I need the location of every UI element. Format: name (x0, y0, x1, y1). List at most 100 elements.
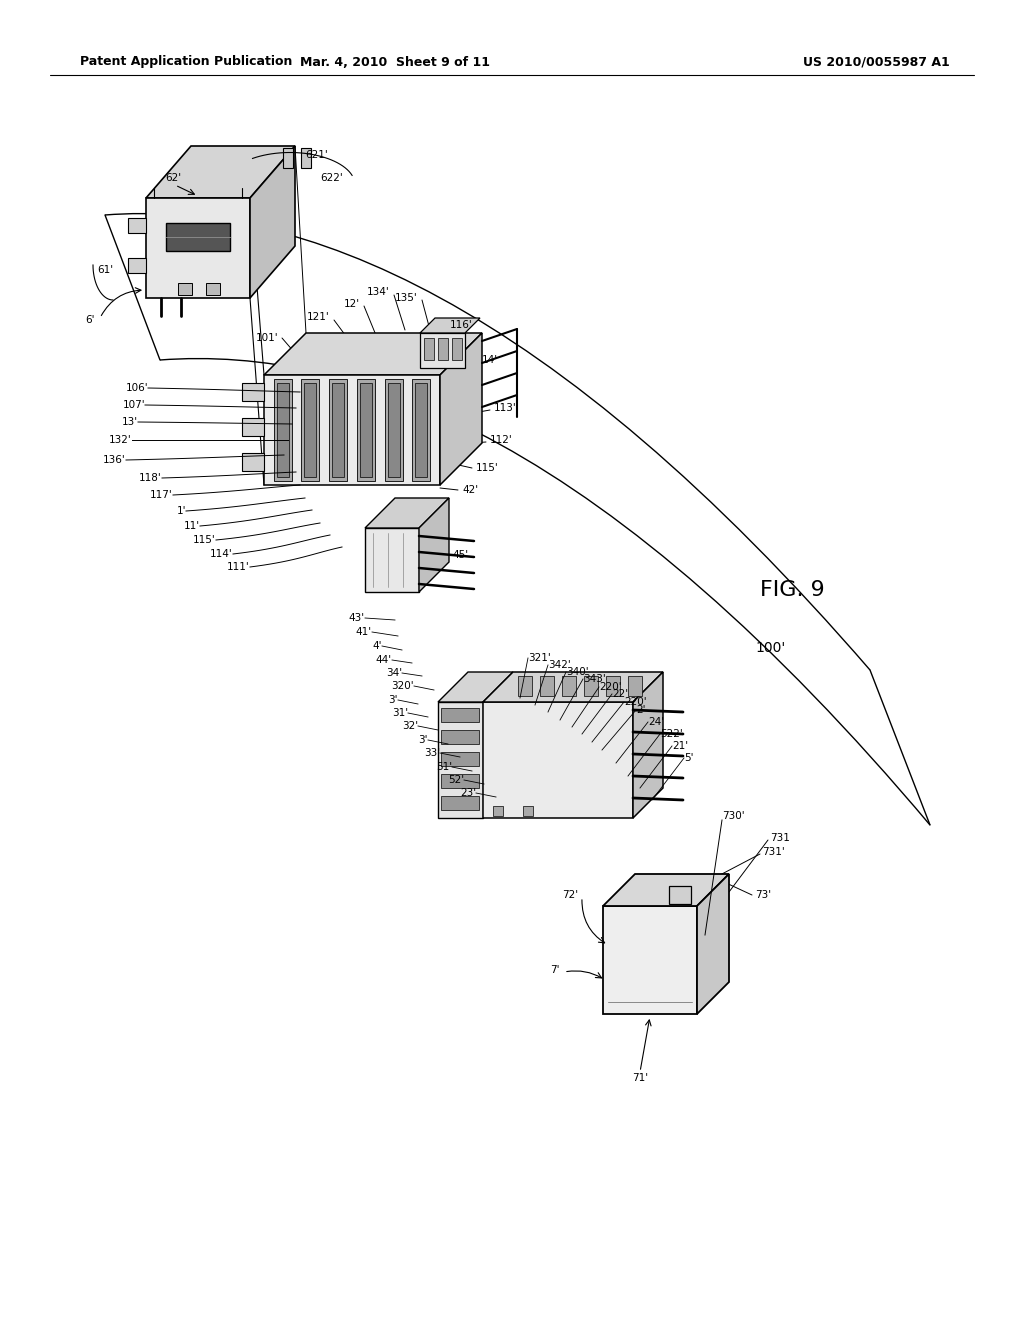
Text: 522': 522' (660, 729, 683, 739)
Text: 71': 71' (632, 1073, 648, 1082)
Polygon shape (301, 379, 319, 480)
Polygon shape (483, 672, 663, 702)
Text: 22': 22' (612, 689, 628, 700)
Text: 43': 43' (349, 612, 365, 623)
Polygon shape (483, 702, 633, 818)
Text: 45': 45' (452, 550, 468, 560)
Bar (283, 148, 293, 168)
Bar (562, 676, 575, 696)
Bar (452, 338, 462, 360)
Text: 121': 121' (307, 312, 330, 322)
Text: Mar. 4, 2010  Sheet 9 of 11: Mar. 4, 2010 Sheet 9 of 11 (300, 55, 490, 69)
Text: 107': 107' (123, 400, 145, 411)
Text: 115': 115' (194, 535, 216, 545)
Text: 24': 24' (648, 717, 665, 727)
Bar (441, 730, 479, 744)
Text: 621': 621' (305, 150, 328, 160)
Text: 42': 42' (462, 484, 478, 495)
Text: 51': 51' (436, 762, 452, 772)
Bar (206, 282, 220, 294)
Polygon shape (166, 223, 230, 251)
Polygon shape (603, 874, 729, 906)
Bar (540, 676, 554, 696)
Text: 731: 731 (770, 833, 790, 843)
Polygon shape (304, 383, 316, 477)
Text: 320': 320' (391, 681, 414, 690)
Polygon shape (365, 498, 449, 528)
Text: 132': 132' (110, 436, 132, 445)
Bar (441, 774, 479, 788)
Text: 61': 61' (97, 265, 113, 275)
Text: 113': 113' (494, 403, 517, 413)
Text: 134': 134' (368, 286, 390, 297)
Text: 622': 622' (319, 173, 343, 183)
Text: 73': 73' (755, 890, 771, 900)
Text: 3': 3' (388, 696, 398, 705)
Polygon shape (359, 383, 372, 477)
Text: 11': 11' (184, 521, 200, 531)
Text: 135': 135' (395, 293, 418, 304)
Text: 116': 116' (450, 319, 473, 330)
Text: 106': 106' (125, 383, 148, 393)
Text: 13': 13' (122, 417, 138, 426)
Bar (438, 338, 449, 360)
Text: 114': 114' (210, 549, 233, 558)
Text: 118': 118' (139, 473, 162, 483)
Text: 34': 34' (386, 668, 402, 678)
Text: 41': 41' (356, 627, 372, 638)
Polygon shape (242, 453, 264, 471)
Text: 112': 112' (490, 436, 513, 445)
Bar (424, 338, 434, 360)
Text: 5': 5' (684, 752, 693, 763)
Polygon shape (242, 383, 264, 401)
Text: 2': 2' (636, 705, 645, 715)
Polygon shape (438, 672, 513, 702)
Polygon shape (276, 383, 289, 477)
Bar (606, 676, 620, 696)
Polygon shape (438, 702, 483, 818)
Polygon shape (264, 375, 440, 484)
Text: 730': 730' (722, 810, 744, 821)
Text: 31': 31' (392, 708, 408, 718)
Bar (584, 676, 598, 696)
Text: 23': 23' (460, 788, 476, 799)
Text: 4': 4' (373, 642, 382, 651)
Text: 220': 220' (624, 697, 646, 708)
Polygon shape (128, 218, 146, 234)
Bar (523, 807, 534, 816)
Bar (628, 676, 642, 696)
Polygon shape (264, 333, 482, 375)
Text: 731': 731' (762, 847, 784, 857)
Polygon shape (387, 383, 399, 477)
Text: 21': 21' (672, 741, 688, 751)
Polygon shape (633, 672, 663, 818)
Text: 3': 3' (419, 735, 428, 744)
Polygon shape (146, 198, 250, 298)
Polygon shape (242, 418, 264, 436)
Polygon shape (146, 147, 295, 198)
Polygon shape (273, 379, 292, 480)
Polygon shape (128, 257, 146, 273)
Bar (518, 676, 532, 696)
Polygon shape (420, 318, 480, 333)
Text: 32': 32' (401, 721, 418, 731)
Polygon shape (669, 886, 691, 904)
Polygon shape (332, 383, 344, 477)
Polygon shape (416, 383, 427, 477)
Text: 33': 33' (424, 748, 440, 758)
Text: 62': 62' (165, 173, 181, 183)
Bar (441, 708, 479, 722)
Bar (178, 282, 193, 294)
Polygon shape (365, 528, 419, 591)
Polygon shape (440, 333, 482, 484)
Text: 342': 342' (548, 660, 570, 671)
Text: 101': 101' (255, 333, 278, 343)
Text: 1': 1' (176, 506, 186, 516)
Text: 220': 220' (599, 682, 622, 692)
Text: 14': 14' (482, 355, 498, 366)
Text: 340': 340' (566, 667, 589, 677)
Polygon shape (697, 874, 729, 1014)
Text: 12': 12' (344, 300, 360, 309)
Text: 44': 44' (376, 655, 392, 665)
Text: 117': 117' (151, 490, 173, 500)
